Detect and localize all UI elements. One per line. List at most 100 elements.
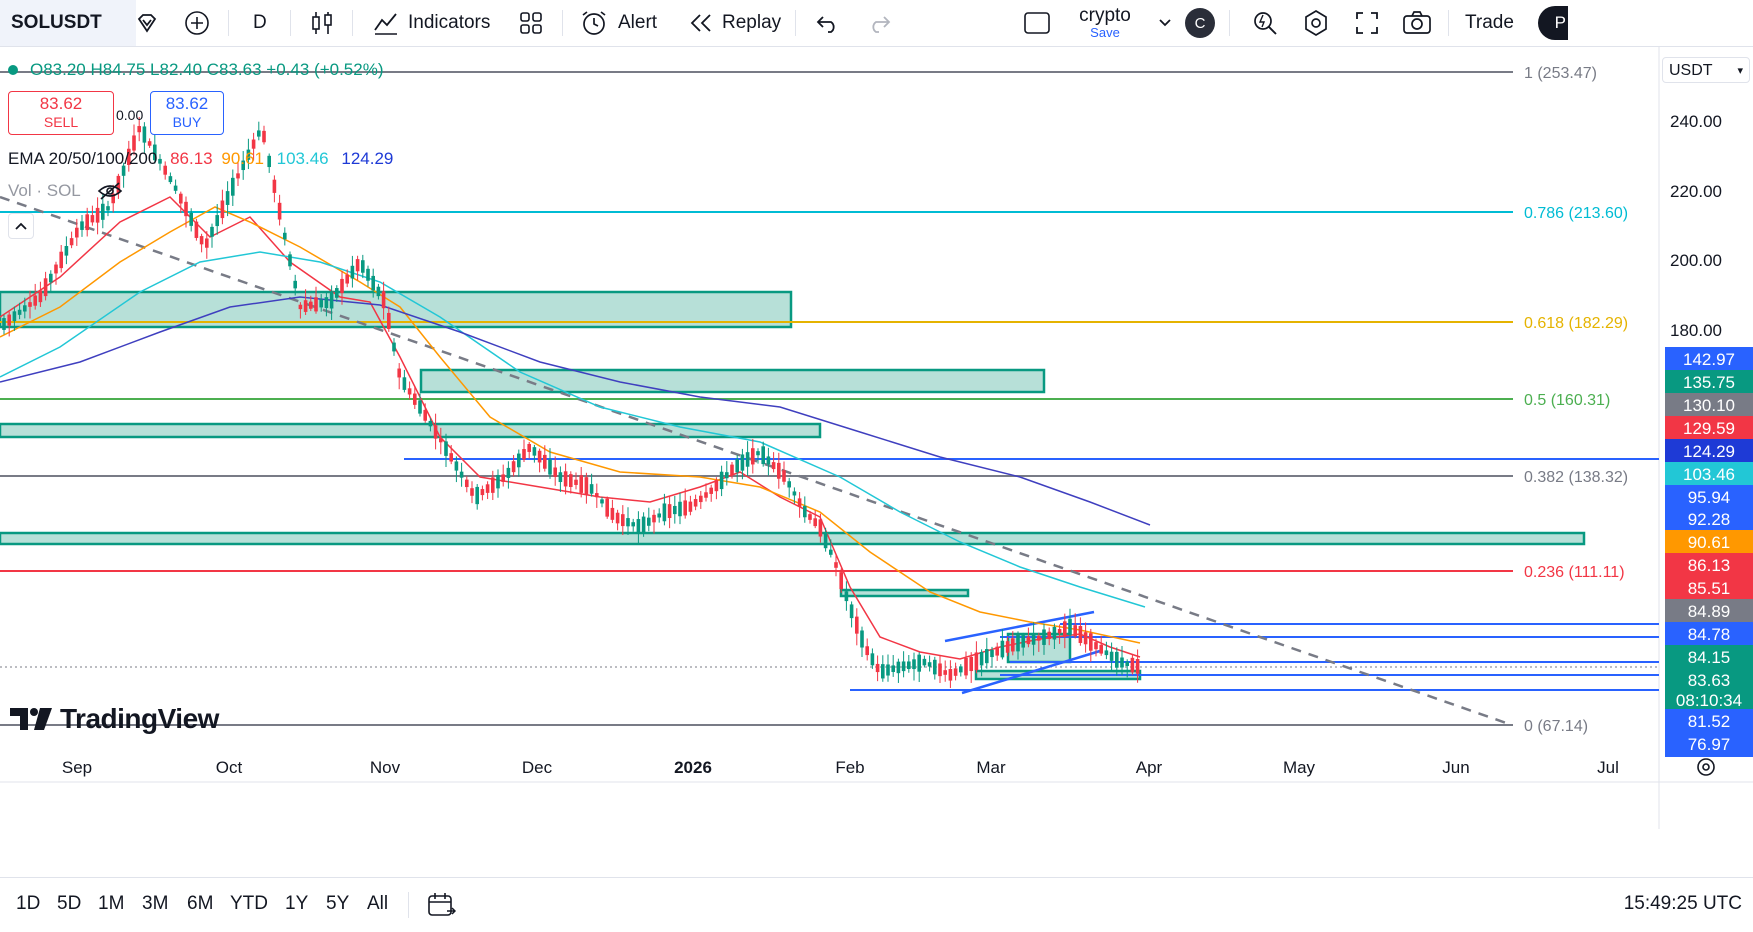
zone-rect[interactable] [0, 531, 1586, 546]
settings-gear-icon[interactable] [1302, 0, 1330, 46]
downtrend-line[interactable] [0, 195, 1513, 727]
candle-body [439, 438, 443, 443]
volume-legend[interactable]: Vol · SOL [8, 181, 123, 201]
price-axis[interactable]: 240.00 220.00 200.00 180.00 [1670, 112, 1722, 340]
candle-body [849, 604, 854, 619]
range-5y[interactable]: 5Y [326, 893, 350, 914]
candle-body [969, 656, 973, 672]
quick-search-icon[interactable] [1251, 0, 1279, 46]
watermark-text: TradingView [60, 703, 219, 734]
range-1y[interactable]: 1Y [285, 893, 309, 914]
candle-body [179, 193, 183, 204]
candle-body [964, 657, 968, 676]
currency-select[interactable]: USDT ▾ [1662, 57, 1750, 83]
price-chart[interactable]: 1 (253.47) 0.786 (213.60) 0.618 (182.29)… [0, 47, 1753, 877]
currency-label: USDT [1669, 62, 1713, 79]
buy-button[interactable]: 83.62 BUY [150, 91, 224, 135]
candle-body [423, 409, 427, 421]
candle-body [543, 454, 547, 469]
compare-plus-icon[interactable] [184, 0, 210, 46]
date-range-icon[interactable] [426, 891, 457, 924]
range-3m[interactable]: 3M [142, 893, 169, 914]
bottom-divider [408, 892, 409, 918]
candle-body [1094, 642, 1098, 650]
alert-button[interactable]: Alert [580, 0, 657, 46]
user-avatar[interactable]: C [1185, 0, 1215, 46]
interval-button[interactable]: D [253, 0, 267, 46]
candle-body [537, 450, 542, 463]
redo-icon[interactable] [866, 0, 892, 46]
candle-body [267, 155, 271, 168]
range-6m[interactable]: 6M [187, 893, 214, 914]
templates-grid-icon[interactable] [518, 0, 544, 46]
candle-body [990, 649, 994, 658]
candle-body [241, 160, 245, 171]
sell-button[interactable]: 83.62 SELL [8, 91, 114, 135]
candle-body [985, 649, 989, 664]
candle-body [553, 467, 557, 477]
candle-body [163, 165, 167, 175]
utc-clock[interactable]: 15:49:25 UTC [1623, 893, 1742, 914]
trendline[interactable] [944, 610, 1095, 643]
price-label: 220.00 [1670, 182, 1722, 201]
chevron-down-icon[interactable] [1158, 0, 1172, 46]
collapse-legend-button[interactable] [8, 213, 34, 239]
zone-rect[interactable] [839, 588, 970, 598]
range-1d[interactable]: 1D [16, 893, 41, 914]
ema-legend[interactable]: EMA 20/50/100/200 86.13 90.61 103.46 124… [8, 149, 393, 169]
candle-body [834, 562, 838, 568]
layout-name-button[interactable]: crypto Save [1064, 0, 1146, 46]
eye-off-icon[interactable] [97, 181, 123, 201]
zone-rect[interactable] [419, 368, 1046, 394]
candle-body [1005, 641, 1010, 653]
candle-body [522, 449, 526, 460]
candle-body [1042, 629, 1046, 645]
symbol-search[interactable]: SOLUSDT [0, 0, 136, 46]
axis-settings-icon[interactable] [1697, 758, 1715, 776]
candle-body [314, 297, 318, 312]
camera-icon[interactable] [1402, 0, 1432, 46]
range-1m[interactable]: 1M [98, 893, 125, 914]
undo-icon[interactable] [815, 0, 841, 46]
range-all[interactable]: All [367, 893, 389, 914]
candle-body [959, 666, 963, 673]
candle-body [641, 516, 646, 534]
zone-rect[interactable] [0, 422, 822, 439]
candle-body [647, 517, 651, 526]
trendline[interactable] [961, 649, 1101, 695]
sell-label: SELL [43, 114, 79, 130]
candle-body [428, 420, 433, 427]
indicators-button[interactable]: Indicators [372, 0, 490, 46]
fullscreen-icon[interactable] [1354, 0, 1380, 46]
candle-body [236, 173, 240, 179]
candles-icon[interactable] [310, 0, 334, 46]
trade-button[interactable]: Trade [1465, 0, 1514, 46]
candle-body [678, 501, 682, 517]
replay-button[interactable]: Replay [688, 0, 781, 46]
candle-body [496, 474, 500, 489]
price-pill: 86.13 [1665, 553, 1753, 578]
publish-button[interactable]: P [1538, 0, 1568, 46]
candle-body [376, 286, 381, 297]
fib-label: 0.786 (213.60) [1524, 205, 1628, 222]
range-ytd[interactable]: YTD [230, 893, 268, 914]
range-5d[interactable]: 5D [57, 893, 82, 914]
time-label: May [1283, 758, 1316, 777]
candle-body [704, 492, 708, 498]
candle-body [319, 299, 323, 308]
price-pill: 95.94 [1665, 485, 1753, 510]
toolbar-divider [352, 10, 353, 36]
time-axis[interactable]: Sep Oct Nov Dec 2026 Feb Mar Apr May Jun… [62, 758, 1619, 777]
candle-body [49, 273, 53, 283]
price-pill: 90.61 [1665, 530, 1753, 555]
candle-body [662, 503, 667, 522]
diamond-icon[interactable] [134, 0, 160, 46]
ohlc-legend[interactable]: O83.20 H84.75 L82.40 C83.63 +0.43 (+0.52… [8, 60, 383, 80]
candle-body [33, 295, 37, 306]
chart-area[interactable]: 1 (253.47) 0.786 (213.60) 0.618 (182.29)… [0, 47, 1753, 877]
candle-body [345, 274, 349, 284]
candle-body [101, 203, 105, 220]
candle-body [283, 232, 287, 240]
layout-square-icon[interactable] [1023, 0, 1051, 46]
candle-body [626, 518, 630, 527]
